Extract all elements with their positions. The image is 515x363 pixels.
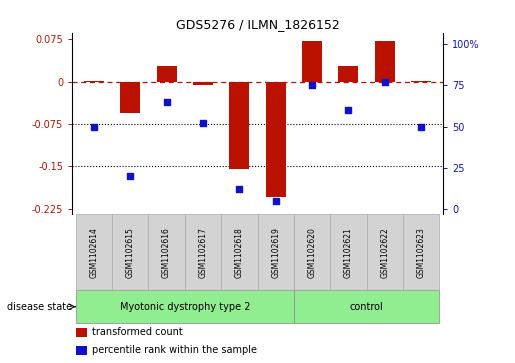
- Bar: [338, 66, 358, 82]
- Text: GSM1102620: GSM1102620: [307, 227, 317, 278]
- Point: [163, 99, 171, 105]
- Bar: [258, 214, 294, 290]
- Title: GDS5276 / ILMN_1826152: GDS5276 / ILMN_1826152: [176, 19, 339, 32]
- Text: GSM1102615: GSM1102615: [126, 227, 135, 278]
- Text: GSM1102619: GSM1102619: [271, 227, 280, 278]
- Bar: [221, 214, 258, 290]
- Text: disease state: disease state: [7, 302, 72, 312]
- Text: percentile rank within the sample: percentile rank within the sample: [93, 345, 258, 355]
- Bar: [76, 214, 112, 290]
- Point: [90, 124, 98, 130]
- Text: control: control: [350, 302, 384, 312]
- Point: [235, 186, 244, 192]
- Point: [381, 79, 389, 85]
- Bar: [148, 214, 185, 290]
- Text: Myotonic dystrophy type 2: Myotonic dystrophy type 2: [119, 302, 250, 312]
- Point: [126, 173, 134, 179]
- Bar: [330, 214, 367, 290]
- Text: GSM1102621: GSM1102621: [344, 227, 353, 278]
- Bar: [294, 214, 330, 290]
- Bar: [112, 214, 148, 290]
- Point: [308, 82, 316, 88]
- Bar: [157, 66, 177, 82]
- Bar: [84, 81, 104, 82]
- Text: GSM1102623: GSM1102623: [417, 227, 425, 278]
- Bar: [76, 328, 87, 337]
- Bar: [76, 290, 294, 323]
- Text: transformed count: transformed count: [93, 327, 183, 337]
- Bar: [185, 214, 221, 290]
- Text: GSM1102622: GSM1102622: [380, 227, 389, 278]
- Text: GSM1102618: GSM1102618: [235, 227, 244, 278]
- Text: GSM1102616: GSM1102616: [162, 227, 171, 278]
- Bar: [193, 82, 213, 85]
- Point: [271, 198, 280, 204]
- Bar: [121, 82, 140, 113]
- Bar: [302, 41, 322, 82]
- Point: [417, 124, 425, 130]
- Bar: [229, 82, 249, 169]
- Text: GSM1102614: GSM1102614: [90, 227, 98, 278]
- Bar: [411, 81, 431, 82]
- Point: [199, 121, 207, 126]
- Bar: [375, 41, 394, 82]
- Point: [344, 107, 352, 113]
- Bar: [266, 82, 286, 197]
- Bar: [367, 214, 403, 290]
- Bar: [76, 346, 87, 355]
- Bar: [294, 290, 439, 323]
- Bar: [403, 214, 439, 290]
- Text: GSM1102617: GSM1102617: [198, 227, 208, 278]
